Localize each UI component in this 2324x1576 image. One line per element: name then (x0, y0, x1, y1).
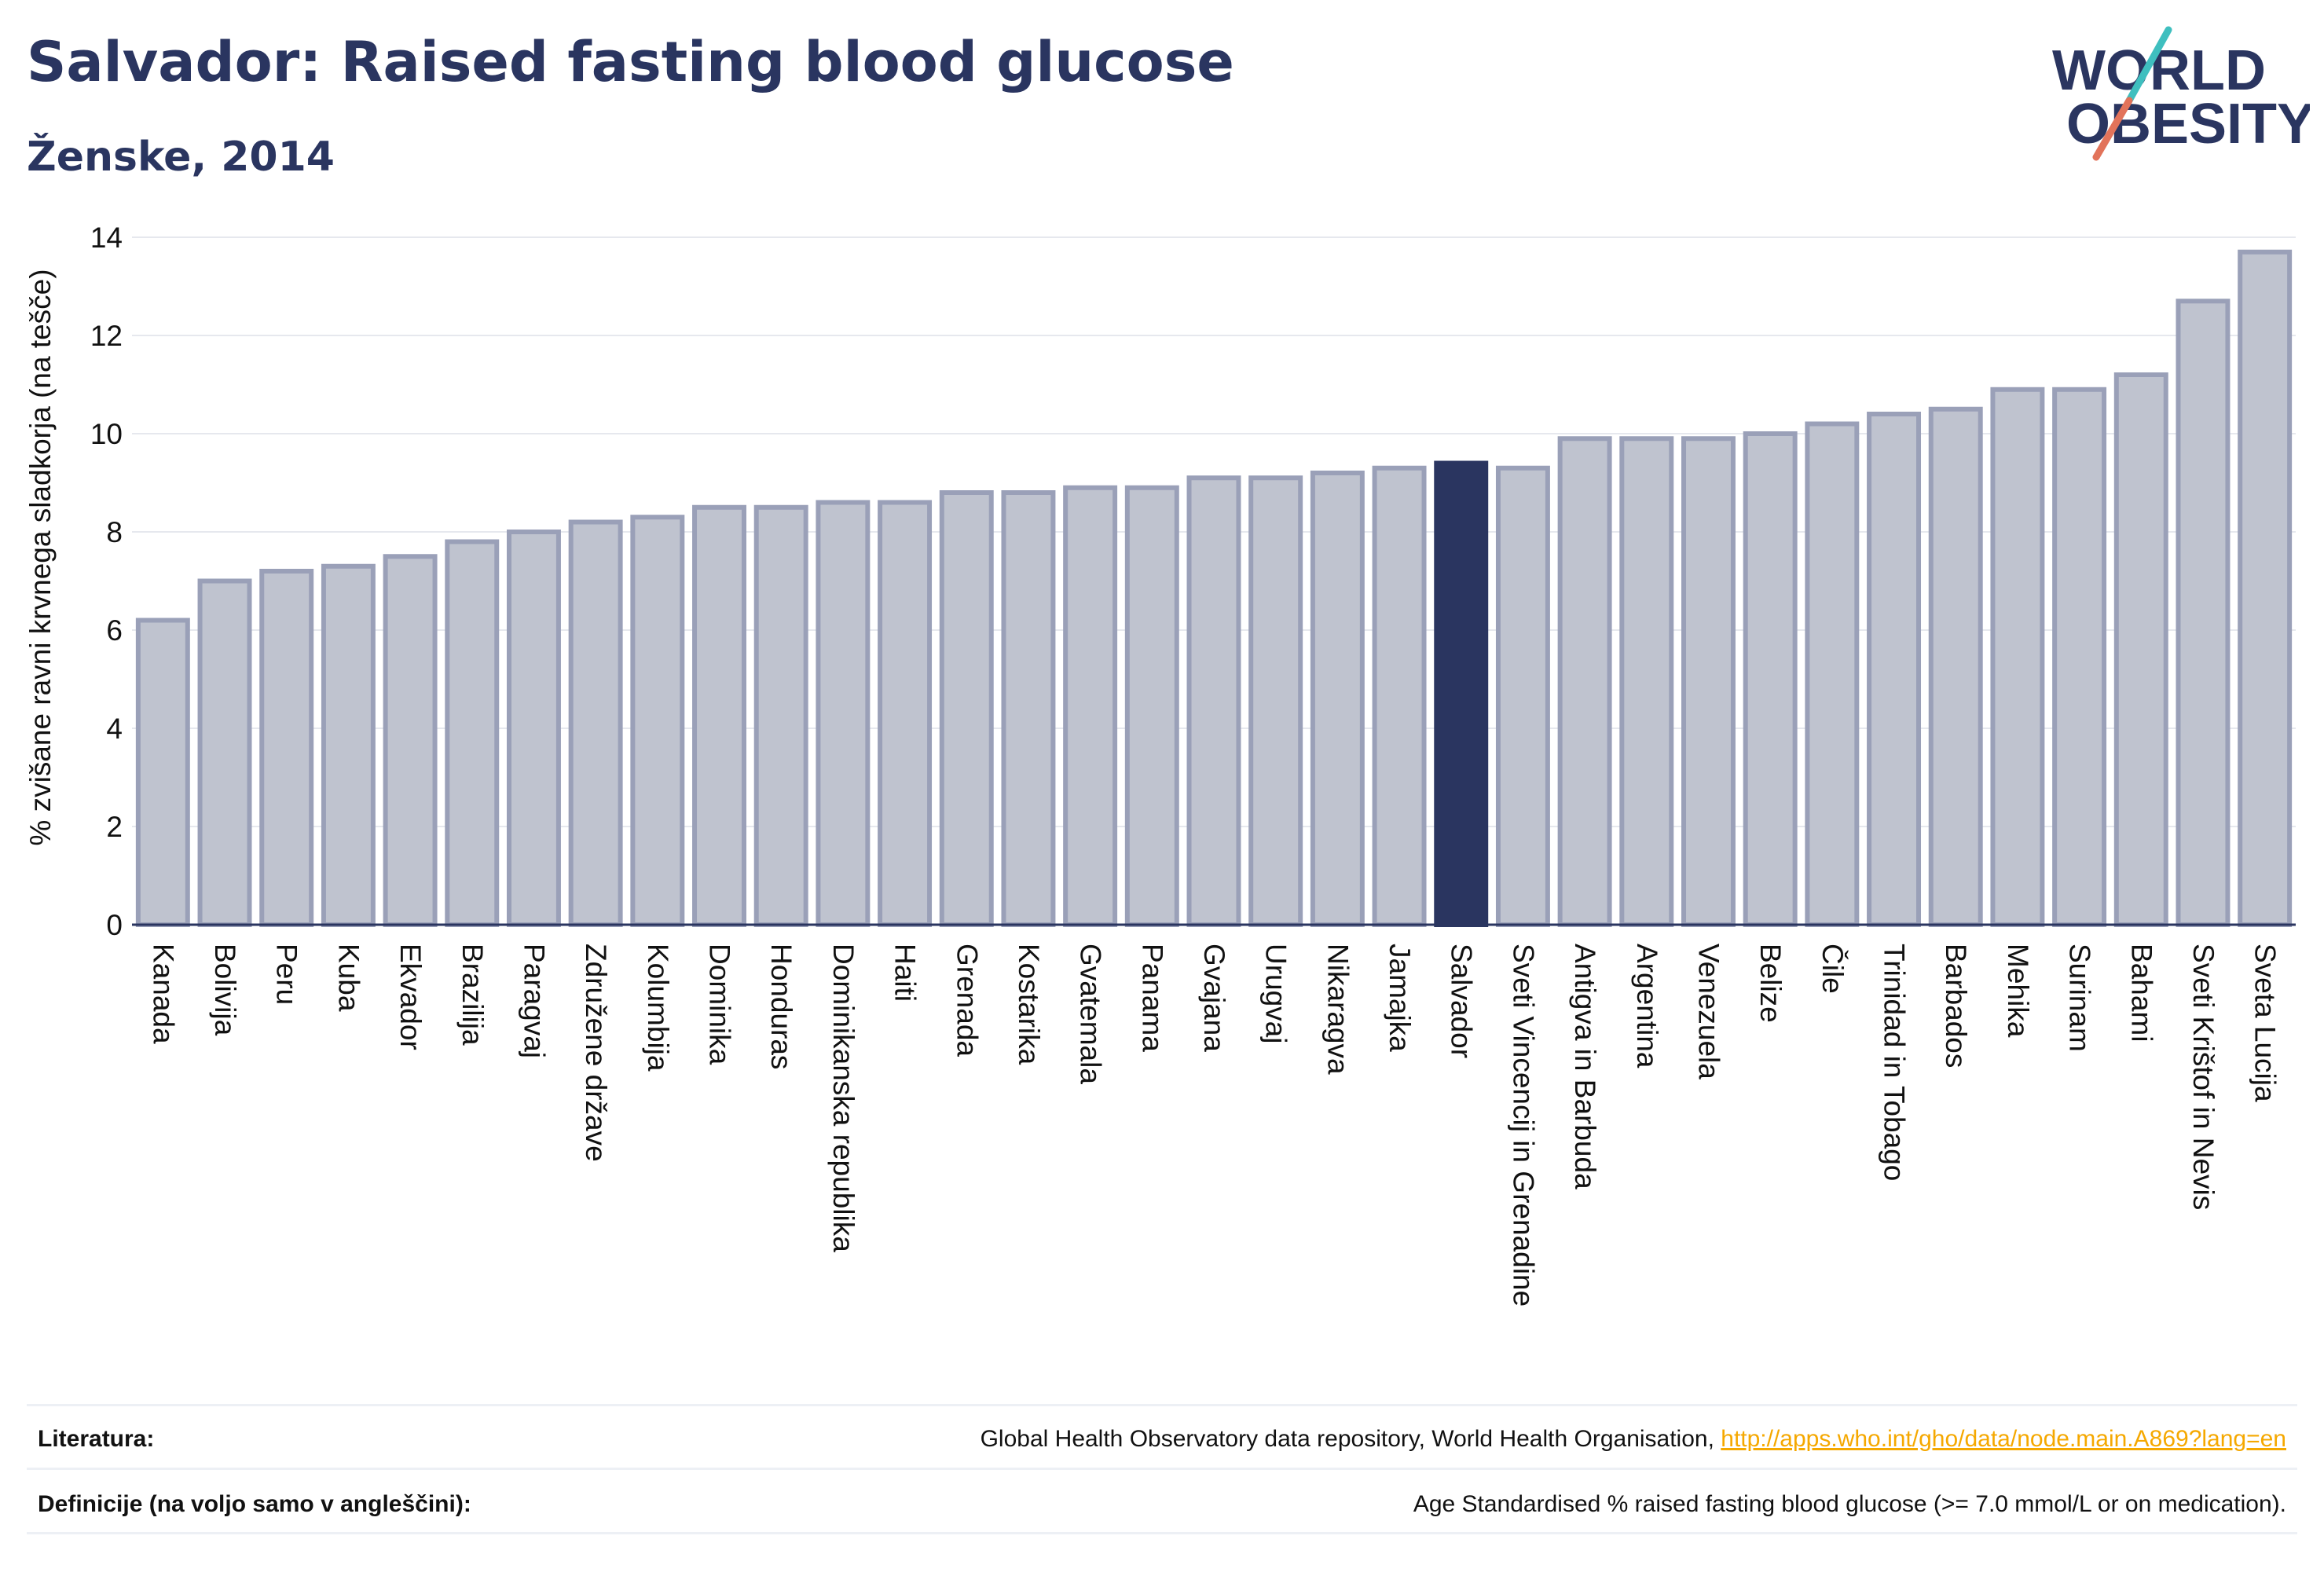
y-tick-label: 0 (106, 909, 123, 941)
bar (1557, 436, 1612, 927)
bar (445, 539, 500, 927)
sources-label: Literatura: (38, 1426, 155, 1452)
logo-accent-bottom (2092, 97, 2133, 161)
x-tick-label: Sveta Lucija (2249, 944, 2282, 1102)
y-tick-label: 12 (90, 320, 123, 352)
bar (2176, 299, 2231, 927)
footer-divider-top (27, 1404, 2297, 1406)
x-tick-label: Urugvaj (1260, 944, 1292, 1044)
bar (1063, 485, 1118, 927)
bar (1310, 471, 1365, 927)
bar (816, 500, 871, 927)
bar (1495, 465, 1550, 927)
x-tick-label: Salvador (1446, 944, 1478, 1058)
x-tick-label: Ekvador (394, 944, 427, 1050)
bar (1805, 421, 1860, 927)
world-obesity-logo: WORLD OBESITY (2052, 26, 2310, 161)
x-tick-label: Argentina (1631, 944, 1663, 1068)
bar (630, 515, 685, 927)
x-axis-labels: Kanada Bolivija Peru Kuba Ekvador Brazilija Pa… (147, 944, 2281, 1307)
logo-accent-top (2125, 26, 2172, 104)
x-tick-label: Dominika (704, 944, 736, 1065)
x-tick-label: Paragvaj (518, 944, 550, 1058)
bar (1928, 406, 1983, 927)
y-axis-label: % zvišane ravni krvnega sladkorja (na te… (24, 269, 57, 845)
sources-text: Global Health Observatory data repositor… (981, 1426, 2286, 1453)
page-title: Salvador: Raised fasting blood glucose (27, 30, 1234, 94)
x-tick-label: Dominikanska republika (827, 944, 860, 1252)
y-tick-label: 6 (106, 614, 123, 647)
x-tick-label: Antigva in Barbuda (1569, 944, 1601, 1189)
bar (1372, 465, 1427, 927)
x-tick-label: Gvatemala (1075, 944, 1107, 1084)
bar (321, 563, 376, 927)
bar (1186, 475, 1241, 927)
x-tick-label: Surinam (2064, 944, 2096, 1052)
x-tick-label: Grenada (951, 944, 983, 1057)
bar (1681, 436, 1736, 927)
y-tick-label: 4 (106, 713, 123, 745)
x-tick-label: Združene države (580, 944, 612, 1162)
bar (2113, 372, 2168, 927)
x-tick-label: Honduras (765, 944, 797, 1069)
y-tick-label: 8 (106, 516, 123, 548)
x-tick-label: Haiti (889, 944, 922, 1002)
y-tick-label: 14 (90, 222, 123, 254)
bar (1743, 431, 1798, 927)
x-tick-label: Kanada (147, 944, 179, 1044)
x-tick-label: Sveti Vincencij in Grenadine (1507, 944, 1539, 1307)
bars (135, 249, 2293, 927)
bar (878, 500, 933, 927)
x-tick-label: Brazilija (456, 944, 489, 1046)
x-tick-label: Mehika (2002, 944, 2034, 1038)
x-tick-label: Sveti Krištof in Nevis (2187, 944, 2220, 1210)
bar (568, 519, 623, 927)
bar (383, 554, 438, 927)
bar (1990, 387, 2045, 927)
bar-chart: 0 2 4 6 8 10 12 14 Kanada Bolivija Peru Kuba Ekvado… (24, 222, 2296, 1307)
bar (2052, 387, 2107, 927)
x-tick-label: Kolumbija (642, 944, 674, 1072)
x-tick-label: Nikaragva (1321, 944, 1354, 1075)
x-tick-label: Jamajka (1384, 944, 1416, 1052)
x-tick-label: Peru (271, 944, 303, 1005)
bar (2238, 249, 2293, 927)
x-tick-label: Bolivija (209, 944, 241, 1036)
bar (1124, 485, 1179, 927)
x-tick-label: Kuba (332, 944, 365, 1012)
x-tick-label: Trinidad in Tobago (1879, 944, 1911, 1181)
bar (753, 504, 808, 927)
bar (1248, 475, 1303, 927)
x-tick-label: Panama (1136, 944, 1168, 1052)
x-tick-label: Čile (1816, 944, 1849, 994)
bar (135, 618, 190, 927)
footer-divider-bottom (27, 1532, 2297, 1534)
x-tick-label: Kostarika (1013, 944, 1045, 1065)
y-tick-label: 2 (106, 811, 123, 843)
page-subtitle: Ženske, 2014 (27, 134, 335, 181)
x-tick-label: Venezuela (1692, 944, 1725, 1079)
y-axis-ticks: 0 2 4 6 8 10 12 14 (90, 222, 123, 941)
bar (259, 569, 314, 927)
bar (692, 504, 746, 927)
bar (1619, 436, 1674, 927)
bar-highlight (1434, 460, 1489, 927)
definitions-text: Age Standardised % raised fasting blood … (1413, 1491, 2286, 1517)
x-tick-label: Barbados (1940, 944, 1972, 1068)
bar (506, 530, 561, 927)
sources-description: Global Health Observatory data repositor… (980, 1426, 1721, 1452)
bar (1001, 490, 1056, 927)
bar (939, 490, 994, 927)
definitions-label: Definicije (na voljo samo v angleščini): (38, 1491, 471, 1517)
bar (1867, 412, 1922, 927)
bar (197, 578, 252, 927)
footer-divider-middle (27, 1468, 2297, 1470)
x-tick-label: Bahami (2125, 944, 2157, 1042)
y-tick-label: 10 (90, 418, 123, 450)
sources-link[interactable]: http://apps.who.int/gho/data/node.main.A… (1721, 1426, 2286, 1452)
x-tick-label: Belize (1754, 944, 1787, 1023)
x-tick-label: Gvajana (1198, 944, 1230, 1052)
